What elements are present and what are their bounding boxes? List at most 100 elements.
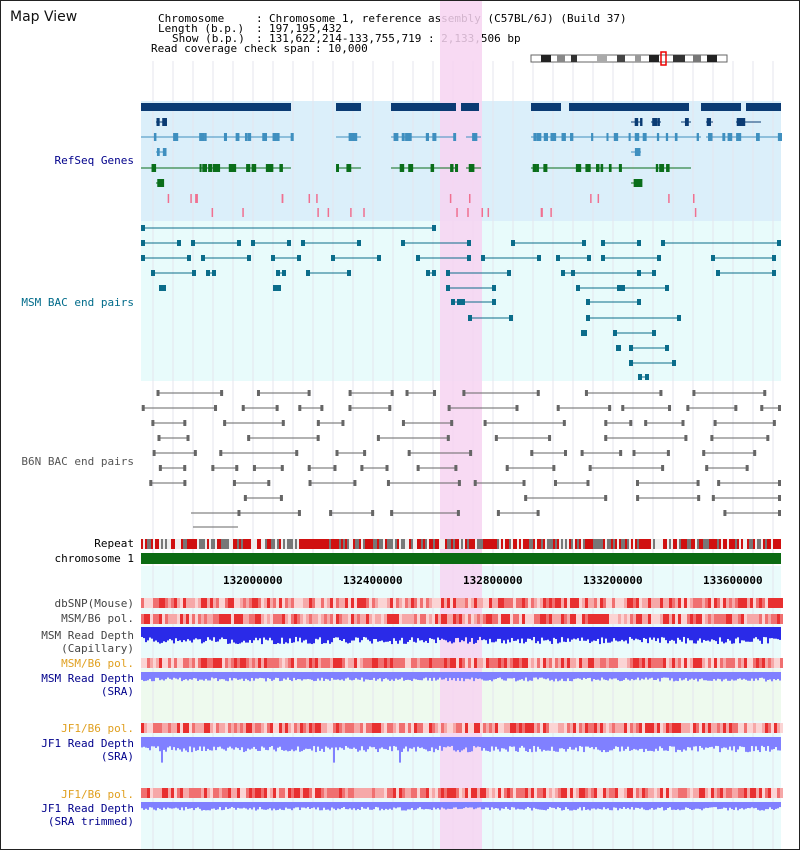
track-label-jf1-depth-sra[interactable]: JF1 Read Depth	[41, 737, 134, 750]
gene-exon	[272, 133, 277, 141]
read-depth-bar	[333, 672, 335, 680]
track-label-jf1-depth-trimmed[interactable]: JF1 Read Depth	[41, 802, 134, 815]
repeat-element	[249, 539, 251, 549]
track-label-msm-depth-capillary[interactable]: MSM Read Depth	[41, 629, 134, 642]
read-depth-bar	[177, 802, 179, 809]
polymorphism-cell	[465, 598, 468, 608]
read-depth-bar	[463, 627, 465, 642]
polymorphism-cell	[519, 614, 522, 624]
repeat-element	[225, 539, 227, 549]
repeat-element	[363, 539, 365, 549]
polymorphism-cell	[540, 614, 543, 624]
repeat-element	[181, 539, 183, 549]
read-depth-bar	[361, 737, 363, 747]
repeat-element	[515, 539, 517, 549]
read-depth-bar	[607, 737, 609, 752]
polymorphism-cell	[702, 658, 705, 668]
read-depth-bar	[187, 737, 189, 753]
repeat-element	[221, 539, 223, 549]
read-depth-bar	[443, 737, 445, 748]
gene-exon	[628, 133, 631, 141]
bac-end	[390, 510, 394, 516]
repeat-element	[695, 539, 697, 549]
read-depth-bar	[597, 672, 599, 680]
polymorphism-cell	[537, 658, 540, 668]
bac-end	[772, 420, 776, 426]
gene-exon	[156, 148, 160, 156]
track-label-dbsnp[interactable]: dbSNP(Mouse)	[54, 597, 134, 610]
gene-exon	[450, 164, 454, 172]
read-depth-bar	[737, 627, 739, 638]
repeat-element	[771, 539, 773, 549]
read-depth-bar	[641, 627, 643, 643]
read-depth-bar	[551, 627, 553, 644]
polymorphism-cell	[435, 788, 438, 798]
track-label-chromosome[interactable]: chromosome 1	[54, 552, 134, 565]
repeat-element	[365, 539, 367, 549]
bac-end	[401, 420, 405, 426]
track-label-msm-depth-sra[interactable]: MSM Read Depth	[41, 672, 134, 685]
read-depth-bar	[237, 627, 239, 645]
repeat-element	[359, 539, 361, 549]
gene-exon	[642, 133, 647, 141]
repeat-element	[657, 539, 659, 549]
polymorphism-cell	[720, 723, 723, 733]
polymorphism-cell	[303, 614, 306, 624]
read-depth-bar	[347, 627, 349, 644]
bac-end	[341, 420, 345, 426]
bac-end	[492, 285, 496, 291]
repeat-element	[467, 539, 469, 549]
read-depth-bar	[741, 672, 743, 680]
read-depth-bar	[617, 737, 619, 748]
read-depth-bar	[147, 737, 149, 749]
read-depth-bar	[235, 802, 237, 810]
read-depth-bar	[187, 672, 189, 681]
read-depth-bar	[677, 627, 679, 638]
track-label-refseq-genes[interactable]: RefSeq Genes	[54, 154, 134, 167]
gene-exon	[685, 118, 689, 126]
track-label-jf1-b6-pol-1[interactable]: JF1/B6 pol.	[61, 722, 134, 735]
polymorphism-cell	[249, 788, 252, 798]
read-depth-bar	[525, 627, 527, 642]
polymorphism-cell	[645, 658, 648, 668]
bac-end	[157, 435, 161, 441]
read-depth-bar	[677, 737, 679, 750]
track-label-msm-bac[interactable]: MSM BAC end pairs	[21, 296, 134, 309]
polymorphism-cell	[513, 658, 516, 668]
track-label-jf1-b6-pol-2[interactable]: JF1/B6 pol.	[61, 788, 134, 801]
read-depth-bar	[505, 737, 507, 750]
polymorphism-cell	[657, 598, 660, 608]
read-depth-bar	[667, 737, 669, 751]
read-depth-bar	[583, 627, 585, 641]
track-label-repeat[interactable]: Repeat	[94, 537, 134, 550]
bac-end	[468, 315, 472, 321]
track-label-b6n-bac[interactable]: B6N BAC end pairs	[21, 455, 134, 468]
polymorphism-cell	[744, 614, 747, 624]
read-depth-bar	[223, 737, 225, 750]
polymorphism-cell	[324, 614, 327, 624]
read-depth-bar	[595, 737, 597, 748]
polymorphism-cell	[288, 658, 291, 668]
read-depth-bar	[355, 802, 357, 811]
polymorphism-cell	[264, 598, 267, 608]
read-depth-bar	[687, 672, 689, 681]
bac-end	[665, 345, 669, 351]
read-depth-bar	[235, 627, 237, 644]
polymorphism-cell	[504, 658, 507, 668]
read-depth-bar	[149, 802, 151, 808]
track-label-msm-b6-pol-2[interactable]: MSM/B6 pol.	[61, 657, 134, 670]
repeat-element	[581, 539, 583, 549]
repeat-element	[625, 539, 627, 549]
polymorphism-cell	[723, 788, 726, 798]
read-depth-bar	[275, 737, 277, 752]
polymorphism-cell	[552, 658, 555, 668]
read-depth-bar	[179, 737, 181, 750]
read-depth-bar	[277, 627, 279, 644]
track-label-msm-b6-pol-1[interactable]: MSM/B6 pol.	[61, 612, 134, 625]
bac-end	[601, 255, 605, 261]
read-depth-bar	[713, 627, 715, 641]
gene-exon	[430, 164, 433, 172]
